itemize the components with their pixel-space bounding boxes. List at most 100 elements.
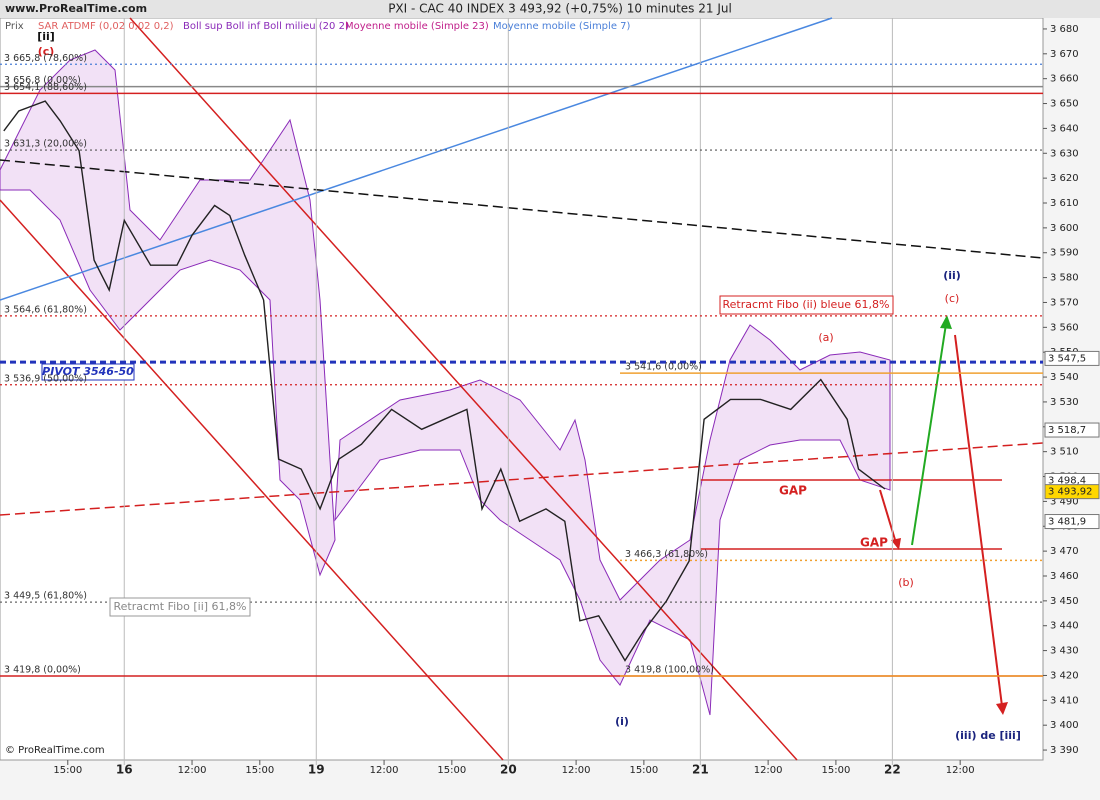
annotation: (iii) de [iii] [955,729,1021,742]
annotation-box [719,295,894,315]
arrow-head [891,538,901,550]
x-tick-label: 15:00 [821,765,850,776]
y-tick-label: 3 660 [1050,74,1079,85]
level-label: 3 466,3 (61,80%) [625,549,708,560]
y-tick-label: 3 590 [1050,248,1079,259]
trend-line [0,159,1044,259]
legend-entry: Moyenne mobile (Simple 7) [493,21,631,32]
price-tag [1044,484,1100,500]
x-tick-label: 12:00 [946,765,975,776]
annotation: GAP [779,484,807,498]
annotation: Retracmt Fibo [ii] 61,8% [114,600,247,613]
annotation: PIVOT 3546-50 [42,365,134,378]
level-label: 3 536,9 (50,00%) [4,373,87,384]
y-tick-label: 3 650 [1050,99,1079,110]
copyright: © ProRealTime.com [5,745,105,756]
arrow-head [996,702,1008,715]
x-tick-label: 20 [500,763,517,777]
y-tick-label: 3 580 [1050,273,1079,284]
header-bar [0,0,1100,18]
level-label: 3 656,8 (0,00%) [4,75,81,86]
y-tick-label: 3 530 [1050,397,1079,408]
level-label: 3 564,6 (61,80%) [4,304,87,315]
y-tick-label: 3 630 [1050,148,1079,159]
annotation: (ii) [943,269,961,282]
y-tick-label: 3 490 [1050,496,1079,507]
x-tick-label: 12:00 [562,765,591,776]
y-tick-label: 3 470 [1050,546,1079,557]
y-tick-label: 3 610 [1050,198,1079,209]
level-label: 3 665,8 (78,60%) [4,53,87,64]
x-tick-label: 15:00 [629,765,658,776]
x-tick-label: 15:00 [245,765,274,776]
x-tick-label: 22 [884,763,901,777]
y-tick-label: 3 640 [1050,123,1079,134]
x-tick-label: 16 [116,763,133,777]
annotation-box [109,597,251,617]
legend-entry: Prix [5,21,24,32]
bollinger-band [334,324,891,716]
y-tick-label: 3 410 [1050,695,1079,706]
arrow [954,334,1003,707]
chart-title: PXI - CAC 40 INDEX 3 493,92 (+0,75%) 10 … [388,2,732,16]
annotation: (a) [818,331,833,344]
legend-entry: SAR ATDMF (0,02 0,02 0,2) [38,21,174,32]
level-label: 3 419,8 (0,00%) [4,664,81,675]
y-tick-label: 3 680 [1050,24,1079,35]
y-tick-label: 3 430 [1050,646,1079,657]
y-tick-label: 3 460 [1050,571,1079,582]
price-line [3,100,886,662]
y-tick-label: 3 420 [1050,670,1079,681]
x-tick-label: 15:00 [53,765,82,776]
x-tick-label: 15:00 [437,765,466,776]
y-tick-label: 3 540 [1050,372,1079,383]
y-tick-label: 3 450 [1050,596,1079,607]
y-tick-label: 3 600 [1050,223,1079,234]
plot [0,17,1044,765]
arrow-head [940,315,952,329]
level-label: 3 541,6 (0,00%) [625,362,702,373]
annotation-box [41,363,135,381]
annotation: [ii] [37,30,55,43]
annotation: (c) [945,292,960,305]
level-label: 3 654,1 (88,60%) [4,82,87,93]
level-label: 3 631,3 (20,00%) [4,139,87,150]
price-tag-label: 3 518,7 [1048,425,1086,436]
level-label: 3 419,8 (100,00%) [625,664,714,675]
x-tick-label: 21 [692,763,709,777]
arrow [879,489,897,544]
x-tick-label: 12:00 [178,765,207,776]
annotation: (i) [615,715,629,728]
annotation: GAP [860,536,888,550]
annotation: (c) [38,45,55,58]
x-tick-label: 12:00 [754,765,783,776]
y-tick-label: 3 400 [1050,720,1079,731]
channel-line [129,17,798,761]
price-tag-label: 3 498,4 [1048,476,1086,487]
channel-line [0,199,504,761]
y-tick-label: 3 440 [1050,621,1079,632]
x-tick-label: 19 [308,763,325,777]
site-label: www.ProRealTime.com [5,2,147,15]
trend-line [0,17,833,301]
legend-entry: Moyenne mobile (Simple 23) [345,21,489,32]
annotation: (b) [898,576,914,589]
legend-entry: Boll sup Boll inf Boll milieu (20 2) [183,21,349,32]
y-tick-label: 3 670 [1050,49,1079,60]
y-tick-label: 3 510 [1050,447,1079,458]
price-tag [1044,514,1100,530]
price-tag-label: 3 481,9 [1048,517,1086,528]
y-tick-label: 3 390 [1050,745,1079,756]
y-tick-label: 3 620 [1050,173,1079,184]
price-tag [1044,350,1100,366]
level-label: 3 449,5 (61,80%) [4,591,87,602]
price-tag-label: 3 547,5 [1048,353,1086,364]
annotation: Retracmt Fibo (ii) bleue 61,8% [722,298,889,311]
y-tick-label: 3 560 [1050,322,1079,333]
x-tick-label: 12:00 [370,765,399,776]
price-tag [1044,422,1100,438]
y-tick-label: 3 570 [1050,297,1079,308]
price-tag-label: 3 493,92 [1048,487,1093,498]
trend-line [0,442,1044,516]
